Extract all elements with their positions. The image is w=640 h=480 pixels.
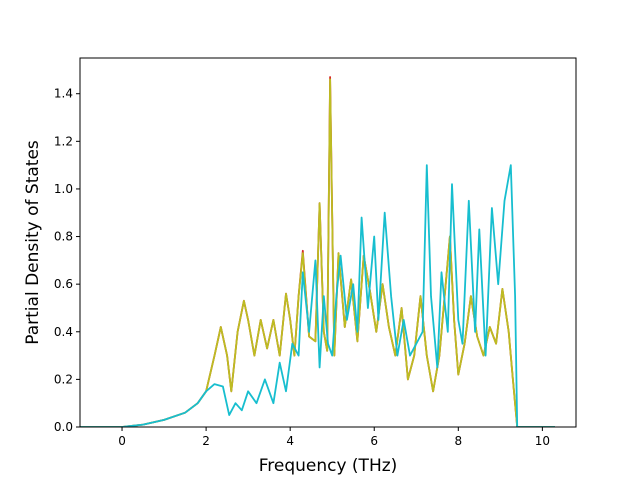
x-tick-label: 4 — [286, 434, 294, 448]
y-tick-label: 1.0 — [54, 182, 73, 196]
y-tick-label: 0.6 — [54, 277, 73, 291]
y-tick-label: 0.0 — [54, 420, 73, 434]
x-tick-label: 0 — [118, 434, 126, 448]
x-tick-label: 10 — [535, 434, 550, 448]
y-tick-label: 0.2 — [54, 372, 73, 386]
series-line-3 — [80, 164, 555, 427]
x-tick-label: 2 — [202, 434, 210, 448]
series-line-2 — [80, 78, 555, 427]
x-tick-label: 6 — [370, 434, 378, 448]
y-tick-label: 0.8 — [54, 230, 73, 244]
y-tick-label: 0.4 — [54, 325, 73, 339]
y-axis-ticks: 0.0 0.2 0.4 0.6 0.8 1.0 1.2 1.4 — [54, 87, 80, 434]
x-axis-ticks: 0 2 4 6 8 10 — [118, 427, 550, 448]
x-tick-label: 8 — [454, 434, 462, 448]
axes-frame — [79, 57, 577, 428]
y-tick-label: 1.2 — [54, 134, 73, 148]
y-tick-label: 1.4 — [54, 87, 73, 101]
plot-lines — [80, 76, 555, 427]
y-axis-label: Partial Density of States — [23, 140, 43, 345]
x-axis-label: Frequency (THz) — [259, 456, 398, 476]
